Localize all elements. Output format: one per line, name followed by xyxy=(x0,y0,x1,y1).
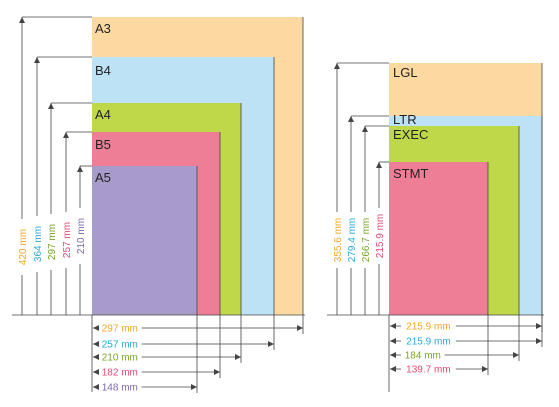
us-ltr-height-arrow xyxy=(348,116,354,122)
us-stmt-sheet xyxy=(389,162,488,315)
us-stmt-name-label: STMT xyxy=(393,166,428,181)
iso-b4-width-arrow-right xyxy=(268,341,274,347)
iso-b4-height-label: 364 mm xyxy=(33,226,44,262)
iso-a4-height-label: 297 mm xyxy=(47,224,58,260)
iso-b4-width-arrow-left xyxy=(93,341,99,347)
iso-b5-name-label: B5 xyxy=(95,137,111,152)
us-exec-width-arrow-left xyxy=(390,352,396,358)
iso-paper-sizes: 420 mm 297 mm A3 364 mm 257 mm B4 297 mm 210 mm… xyxy=(12,16,305,394)
iso-a4-name-label: A4 xyxy=(95,107,111,122)
iso-b5-height-label: 257 mm xyxy=(62,222,73,258)
iso-a5-height-arrow xyxy=(77,166,83,172)
iso-a3-height-label: 420 mm xyxy=(18,229,29,265)
us-exec-height-arrow xyxy=(362,126,368,132)
us-exec-height-label: 266.7 mm xyxy=(361,218,372,262)
iso-a4-width-arrow-left xyxy=(93,354,99,360)
iso-a5-width-arrow-left xyxy=(93,384,99,390)
iso-a4-height-arrow xyxy=(48,103,54,109)
us-lgl-width-arrow-right xyxy=(536,323,542,329)
us-ltr-width-label: 215.9 mm xyxy=(406,337,450,348)
us-lgl-name-label: LGL xyxy=(393,65,418,80)
us-exec-name-label: EXEC xyxy=(393,127,428,142)
us-lgl-width-label: 215.9 mm xyxy=(406,322,450,333)
us-stmt-height-arrow xyxy=(376,162,382,168)
iso-a5-sheet xyxy=(92,166,197,315)
iso-a4-width-arrow-right xyxy=(235,354,241,360)
iso-b5-width-arrow-left xyxy=(93,369,99,375)
iso-a3-width-arrow-left xyxy=(93,325,99,331)
iso-a3-name-label: A3 xyxy=(95,21,111,36)
us-paper-sizes: 355.6 mm 215.9 mm LGL 279.4 mm 215.9 mm LTR 26… xyxy=(327,62,544,392)
iso-a5-height-label: 210 mm xyxy=(76,218,87,254)
us-ltr-width-arrow-right xyxy=(536,338,542,344)
iso-b5-width-arrow-right xyxy=(214,369,220,375)
iso-b4-name-label: B4 xyxy=(95,63,111,78)
us-stmt-width-arrow-right xyxy=(482,366,488,372)
iso-b5-height-arrow xyxy=(63,132,69,138)
us-ltr-height-label: 279.4 mm xyxy=(347,218,358,262)
iso-a3-height-arrow xyxy=(19,17,25,23)
us-stmt-width-label: 139.7 mm xyxy=(406,365,450,376)
us-lgl-width-arrow-left xyxy=(390,323,396,329)
iso-b4-height-arrow xyxy=(34,57,40,63)
iso-a3-width-label: 297 mm xyxy=(102,324,138,335)
iso-a5-width-label: 148 mm xyxy=(102,383,138,394)
iso-b5-width-label: 182 mm xyxy=(102,368,138,379)
us-lgl-height-label: 355.6 mm xyxy=(333,218,344,262)
us-stmt-height-label: 215.9 mm xyxy=(375,214,386,258)
us-stmt-width-arrow-left xyxy=(390,366,396,372)
iso-a3-width-arrow-right xyxy=(297,325,303,331)
iso-a5-name-label: A5 xyxy=(95,170,111,185)
iso-a5-width-arrow-right xyxy=(191,384,197,390)
us-lgl-height-arrow xyxy=(334,63,340,69)
iso-b4-width-label: 257 mm xyxy=(102,340,138,351)
us-exec-width-arrow-right xyxy=(513,352,519,358)
us-ltr-width-arrow-left xyxy=(390,338,396,344)
us-ltr-name-label: LTR xyxy=(393,112,417,127)
us-exec-width-label: 184 mm xyxy=(405,351,441,362)
iso-a4-width-label: 210 mm xyxy=(102,353,138,364)
